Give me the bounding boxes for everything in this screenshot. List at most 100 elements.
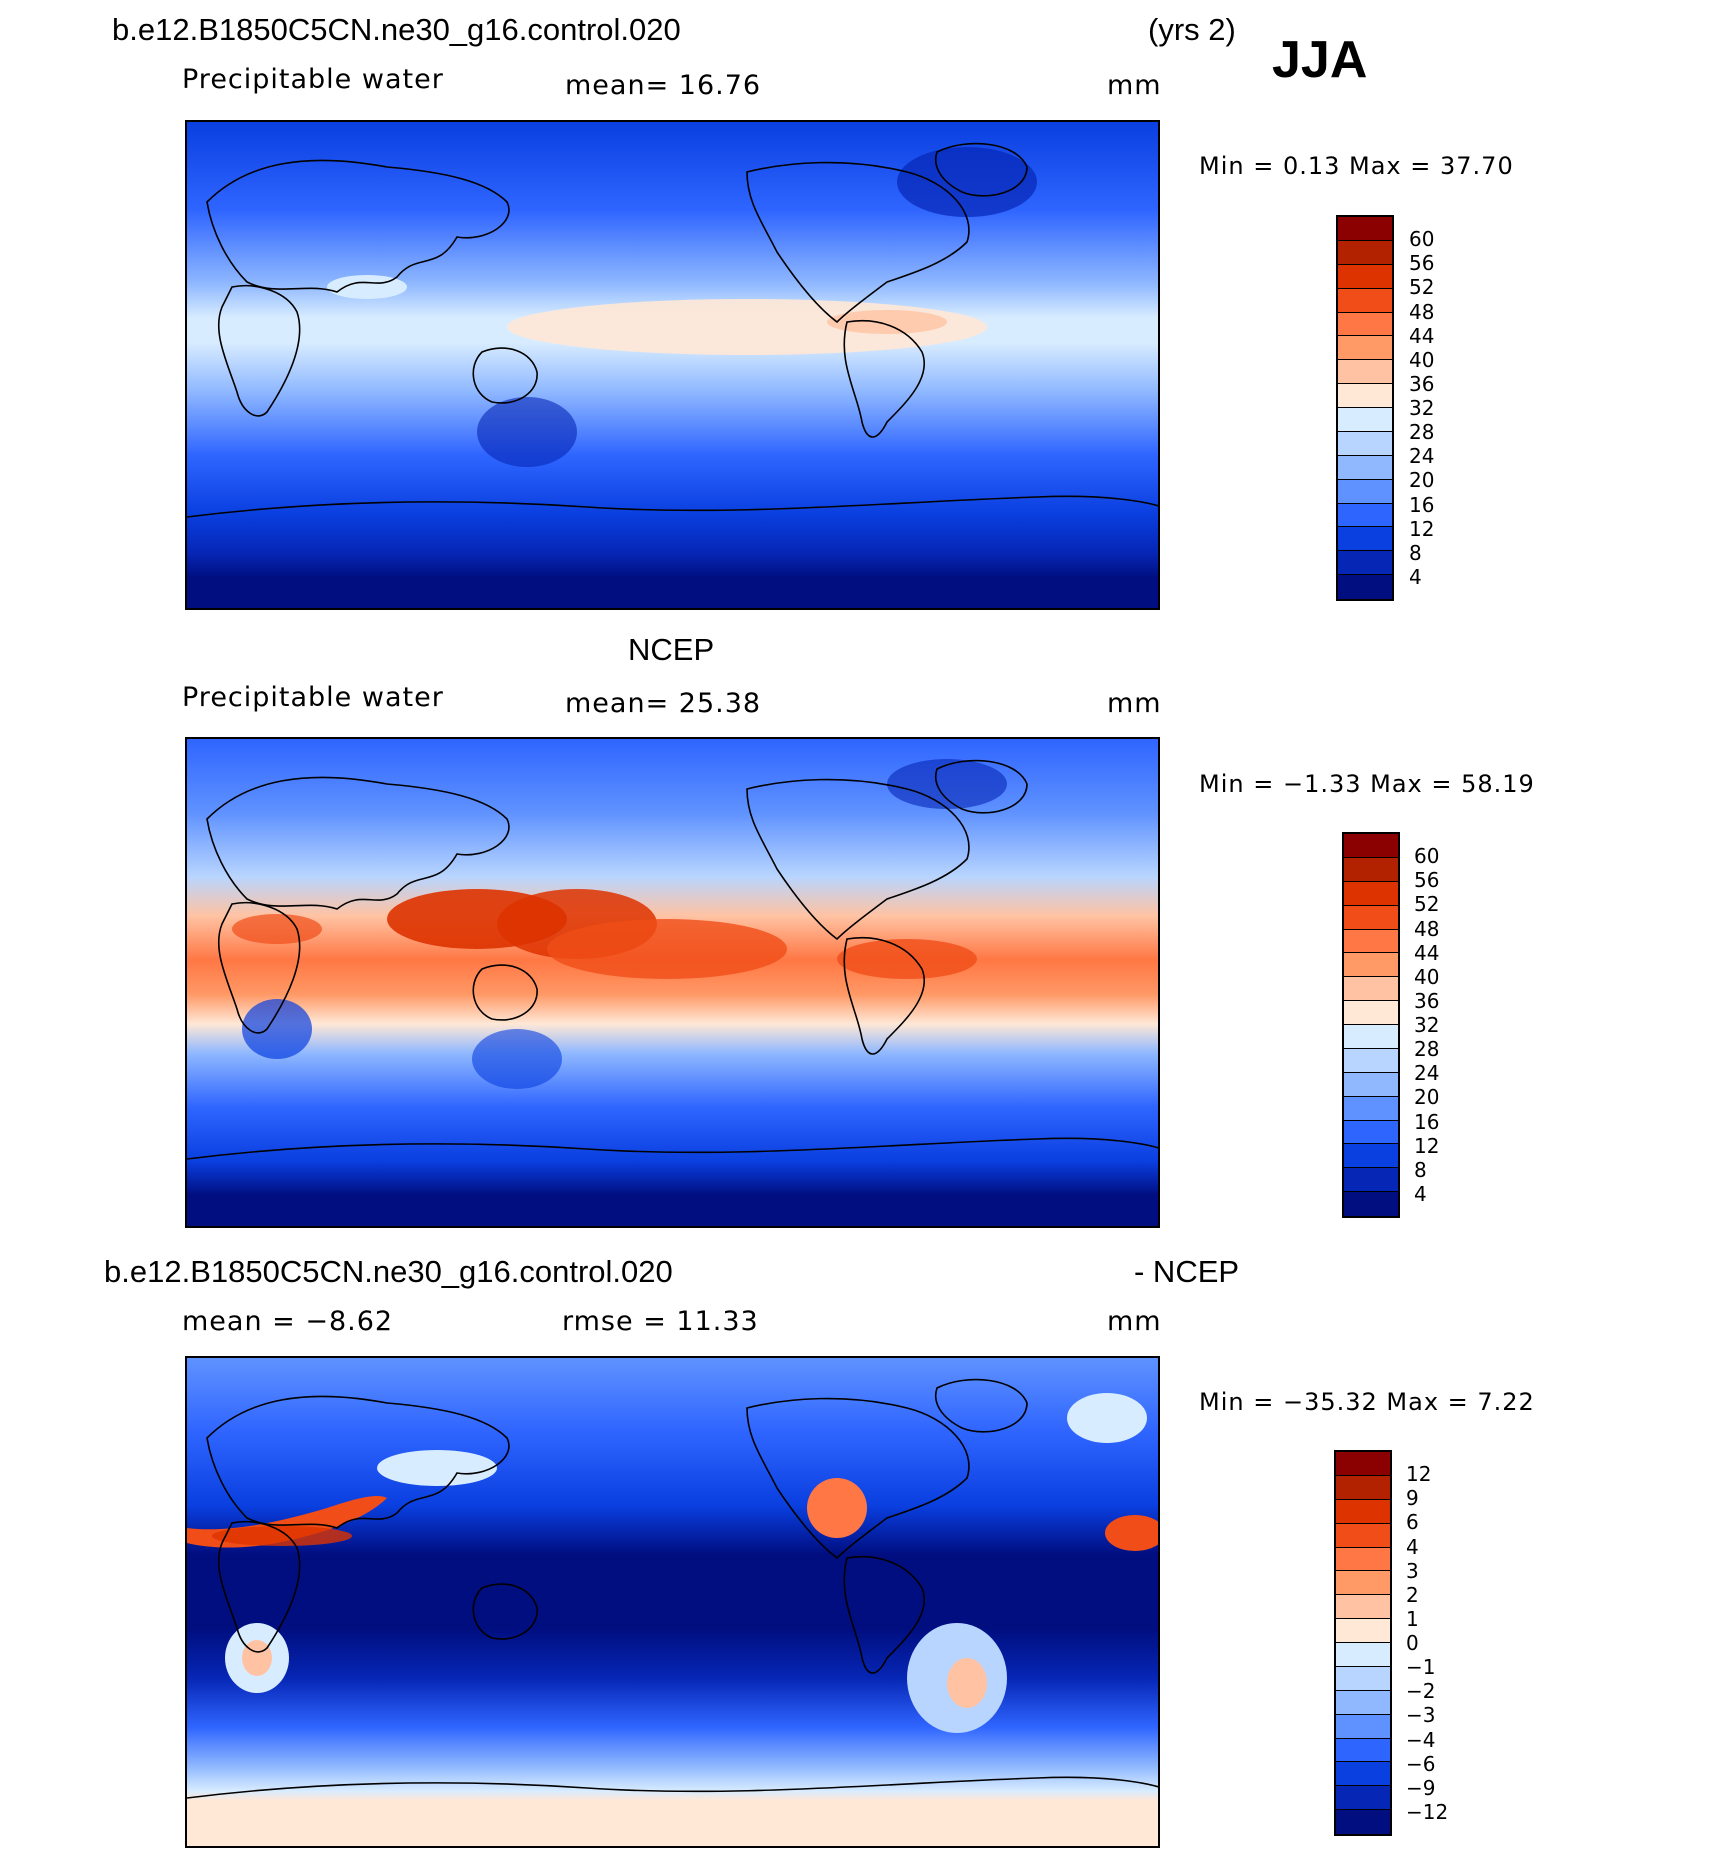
colorbar-tick-label: 3 bbox=[1406, 1558, 1419, 1583]
colorbar-segment bbox=[1338, 551, 1392, 576]
colorbar-segment bbox=[1338, 384, 1392, 408]
colorbar-segment bbox=[1336, 1619, 1390, 1643]
colorbar-segment bbox=[1336, 1595, 1390, 1620]
colorbar-tick-label: 1 bbox=[1406, 1606, 1419, 1631]
colorbar-tick-label: 16 bbox=[1414, 1109, 1440, 1134]
colorbar-tick-label: 56 bbox=[1409, 251, 1435, 276]
colorbar-segment bbox=[1344, 1072, 1398, 1097]
colorbar-tick-label: −9 bbox=[1406, 1775, 1436, 1800]
colorbar-tick-label: 40 bbox=[1414, 964, 1440, 989]
panel3-title-right: - NCEP bbox=[1134, 1254, 1240, 1289]
panel1-minmax: Min = 0.13 Max = 37.70 bbox=[1199, 152, 1514, 180]
panel2-colorbar bbox=[1342, 832, 1400, 1218]
colorbar-tick-label: 56 bbox=[1414, 868, 1440, 893]
colorbar-tick-label: 12 bbox=[1414, 1133, 1440, 1158]
colorbar-tick-label: 9 bbox=[1406, 1486, 1419, 1511]
colorbar-segment bbox=[1338, 240, 1392, 265]
colorbar-segment bbox=[1344, 929, 1398, 954]
colorbar-tick-label: 4 bbox=[1406, 1534, 1419, 1559]
panel3-colorbar bbox=[1334, 1450, 1392, 1836]
colorbar-segment bbox=[1344, 834, 1398, 858]
colorbar-segment bbox=[1336, 1643, 1390, 1667]
colorbar-tick-label: 40 bbox=[1409, 347, 1435, 372]
colorbar-segment bbox=[1338, 336, 1392, 361]
panel2-map bbox=[185, 737, 1160, 1228]
colorbar-tick-label: 28 bbox=[1409, 420, 1435, 445]
colorbar-tick-label: −1 bbox=[1406, 1655, 1436, 1680]
colorbar-tick-label: 36 bbox=[1409, 371, 1435, 396]
colorbar-tick-label: 6 bbox=[1406, 1510, 1419, 1535]
colorbar-segment bbox=[1344, 1192, 1398, 1216]
colorbar-segment bbox=[1336, 1762, 1390, 1787]
colorbar-tick-label: 52 bbox=[1414, 892, 1440, 917]
colorbar-tick-label: 32 bbox=[1409, 396, 1435, 420]
colorbar-tick-label: −2 bbox=[1406, 1679, 1436, 1704]
season-label: JJA bbox=[1272, 31, 1368, 89]
colorbar-tick-label: 44 bbox=[1414, 940, 1440, 965]
panel1-variable: Precipitable water bbox=[182, 64, 444, 95]
colorbar-segment bbox=[1336, 1571, 1390, 1596]
colorbar-tick-label: 20 bbox=[1414, 1085, 1440, 1110]
colorbar-tick-label: 24 bbox=[1414, 1061, 1440, 1086]
colorbar-segment bbox=[1336, 1714, 1390, 1739]
panel3-rmse: rmse = 11.33 bbox=[562, 1306, 759, 1337]
panel3-mean: mean = −8.62 bbox=[182, 1306, 394, 1337]
colorbar-tick-label: 44 bbox=[1409, 323, 1435, 348]
colorbar-segment bbox=[1338, 431, 1392, 456]
colorbar-tick-label: 60 bbox=[1414, 844, 1440, 869]
colorbar-segment bbox=[1338, 479, 1392, 504]
colorbar-segment bbox=[1344, 905, 1398, 930]
panel2-title: NCEP bbox=[628, 632, 715, 667]
colorbar-segment bbox=[1338, 503, 1392, 528]
colorbar-tick-label: −12 bbox=[1406, 1799, 1449, 1824]
colorbar-segment bbox=[1336, 1738, 1390, 1763]
colorbar-segment bbox=[1344, 1144, 1398, 1169]
colorbar-tick-label: 2 bbox=[1406, 1582, 1419, 1607]
colorbar-segment bbox=[1344, 1048, 1398, 1073]
colorbar-tick-label: 8 bbox=[1409, 540, 1422, 565]
colorbar-tick-label: 32 bbox=[1414, 1013, 1440, 1037]
colorbar-segment bbox=[1338, 360, 1392, 385]
colorbar-tick-label: 4 bbox=[1414, 1181, 1427, 1206]
panel1-colorbar bbox=[1336, 215, 1394, 601]
years-label: (yrs 2) bbox=[1148, 12, 1236, 47]
colorbar-tick-label: 12 bbox=[1409, 516, 1435, 541]
colorbar-segment bbox=[1344, 1168, 1398, 1193]
colorbar-segment bbox=[1338, 217, 1392, 241]
colorbar-segment bbox=[1344, 1096, 1398, 1121]
colorbar-segment bbox=[1336, 1786, 1390, 1811]
colorbar-tick-label: 36 bbox=[1414, 988, 1440, 1013]
colorbar-segment bbox=[1344, 881, 1398, 906]
colorbar-tick-label: 24 bbox=[1409, 444, 1435, 469]
colorbar-segment bbox=[1336, 1499, 1390, 1524]
colorbar-segment bbox=[1336, 1523, 1390, 1548]
colorbar-tick-label: −3 bbox=[1406, 1703, 1436, 1728]
colorbar-tick-label: 48 bbox=[1409, 299, 1435, 324]
colorbar-tick-label: 48 bbox=[1414, 916, 1440, 941]
colorbar-segment bbox=[1338, 527, 1392, 552]
panel3-map bbox=[185, 1356, 1160, 1848]
panel3-minmax: Min = −35.32 Max = 7.22 bbox=[1199, 1388, 1535, 1416]
panel3-title-left: b.e12.B1850C5CN.ne30_g16.control.020 bbox=[104, 1254, 673, 1289]
colorbar-segment bbox=[1344, 1025, 1398, 1049]
panel1-map bbox=[185, 120, 1160, 610]
panel2-variable: Precipitable water bbox=[182, 682, 444, 713]
colorbar-tick-label: −6 bbox=[1406, 1751, 1436, 1776]
panel2-mean: mean= 25.38 bbox=[565, 688, 762, 719]
colorbar-segment bbox=[1338, 312, 1392, 337]
colorbar-segment bbox=[1338, 455, 1392, 480]
colorbar-tick-label: 16 bbox=[1409, 492, 1435, 517]
colorbar-segment bbox=[1344, 977, 1398, 1002]
colorbar-segment bbox=[1344, 1001, 1398, 1025]
colorbar-tick-label: 0 bbox=[1406, 1631, 1419, 1655]
colorbar-segment bbox=[1336, 1452, 1390, 1476]
colorbar-segment bbox=[1344, 953, 1398, 978]
colorbar-segment bbox=[1336, 1810, 1390, 1834]
panel2-minmax: Min = −1.33 Max = 58.19 bbox=[1199, 770, 1535, 798]
colorbar-tick-label: 8 bbox=[1414, 1157, 1427, 1182]
colorbar-tick-label: 28 bbox=[1414, 1037, 1440, 1062]
colorbar-tick-label: 20 bbox=[1409, 468, 1435, 493]
colorbar-tick-label: 52 bbox=[1409, 275, 1435, 300]
colorbar-segment bbox=[1338, 288, 1392, 313]
colorbar-tick-label: 60 bbox=[1409, 227, 1435, 252]
